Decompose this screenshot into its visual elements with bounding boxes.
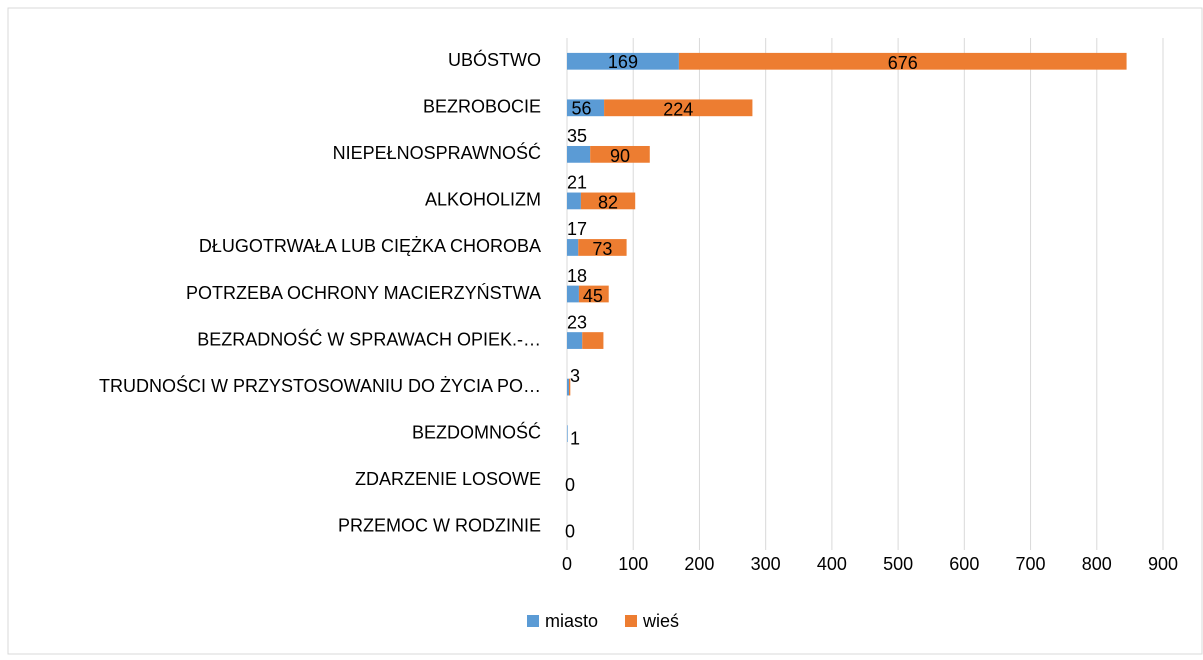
data-label: 56 [572, 99, 592, 119]
y-tick-label: BEZRADNOŚĆ W SPRAWACH OPIEK.-… [197, 328, 541, 349]
x-tick-label: 200 [684, 554, 714, 574]
data-label: 17 [567, 219, 587, 239]
data-label: 676 [888, 53, 918, 73]
bar [568, 378, 571, 396]
data-label: 21 [567, 173, 587, 193]
legend-swatch [527, 615, 539, 627]
x-tick-label: 300 [751, 554, 781, 574]
y-tick-label: POTRZEBA OCHRONY MACIERZYŃSTWA [186, 283, 541, 303]
data-label: 90 [610, 146, 630, 166]
y-tick-label: BEZDOMNOŚĆ [412, 421, 541, 442]
data-label: 23 [567, 312, 587, 332]
bar [567, 425, 568, 443]
bar [567, 145, 591, 163]
legend-swatch [625, 615, 637, 627]
bar [567, 378, 569, 396]
legend-label: miasto [545, 611, 598, 631]
x-tick-label: 800 [1082, 554, 1112, 574]
data-label: 35 [567, 126, 587, 146]
x-tick-label: 500 [883, 554, 913, 574]
y-tick-label: BEZROBOCIE [423, 97, 541, 117]
data-label: 1 [570, 428, 580, 448]
bar [567, 99, 605, 117]
y-tick-label: ZDARZENIE LOSOWE [355, 469, 541, 489]
bar [578, 239, 627, 256]
x-tick-label: 400 [817, 554, 847, 574]
data-label: 82 [598, 193, 618, 213]
y-tick-label: ALKOHOLIZM [425, 190, 541, 210]
bar [580, 192, 636, 210]
data-label: 0 [565, 521, 575, 541]
bar [567, 285, 579, 303]
y-tick-label: TRUDNOŚCI W PRZYSTOSOWANIU DO ŻYCIA PO… [99, 375, 541, 396]
data-label: 73 [592, 239, 612, 259]
bar [582, 332, 604, 349]
bar [567, 52, 679, 70]
y-tick-label: PRZEMOC W RODZINIE [338, 515, 541, 535]
data-label: 3 [570, 366, 580, 386]
data-label: 0 [565, 475, 575, 495]
bar [567, 332, 583, 349]
x-tick-label: 100 [618, 554, 648, 574]
legend-label: wieś [642, 611, 679, 631]
bar [678, 52, 1127, 70]
data-label: 45 [583, 286, 603, 306]
y-tick-label: DŁUGOTRWAŁA LUB CIĘŻKA CHOROBA [199, 236, 541, 256]
bar [578, 285, 609, 303]
data-label: 169 [608, 52, 638, 72]
data-label: 224 [663, 100, 693, 120]
x-tick-label: 700 [1016, 554, 1046, 574]
data-label: 18 [567, 266, 587, 286]
bar [567, 192, 581, 210]
bar [604, 99, 753, 117]
y-tick-label: UBÓSTWO [448, 49, 541, 70]
bar [567, 239, 579, 256]
x-tick-label: 0 [562, 554, 572, 574]
bar [590, 145, 650, 163]
x-tick-label: 600 [949, 554, 979, 574]
x-tick-label: 900 [1148, 554, 1178, 574]
y-tick-label: NIEPEŁNOSPRAWNOŚĆ [333, 142, 541, 163]
